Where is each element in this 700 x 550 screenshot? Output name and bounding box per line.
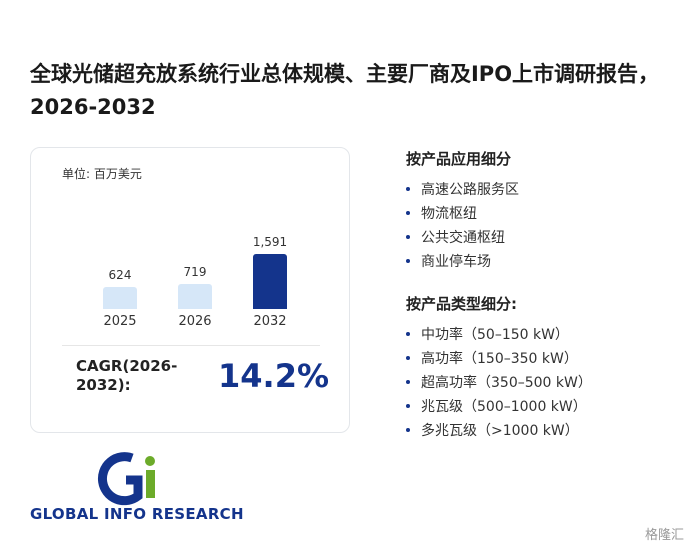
x-tick-label: 2026 <box>178 314 212 329</box>
x-tick-label: 2032 <box>253 314 287 329</box>
bullet <box>406 235 410 239</box>
corner-brand: 格隆汇 <box>645 528 685 543</box>
bullet <box>406 211 410 215</box>
bullet <box>406 332 410 336</box>
x-tick-label: 2025 <box>103 314 137 329</box>
chart-card <box>30 147 350 433</box>
segment-item: 超高功率（350–500 kW） <box>421 375 592 391</box>
cagr-label: CAGR(2026-2032): <box>76 357 178 394</box>
bar <box>253 254 287 309</box>
bullet <box>406 428 410 432</box>
cagr-value: 14.2% <box>218 357 330 395</box>
segment-item: 物流枢纽 <box>421 206 477 222</box>
segment-item: 兆瓦级（500–1000 kW） <box>421 399 587 415</box>
segment-item: 商业停车场 <box>421 254 491 270</box>
bullet <box>406 356 410 360</box>
logo-dot <box>145 456 155 466</box>
divider <box>62 345 320 346</box>
segment-item: 高速公路服务区 <box>421 182 519 198</box>
report-title: 全球光储超充放系统行业总体规模、主要厂商及IPO上市调研报告，2026-2032 <box>30 62 660 119</box>
value-label: 719 <box>183 265 207 280</box>
bar <box>178 284 212 309</box>
value-label: 1,591 <box>252 235 288 249</box>
value-label: 624 <box>108 268 132 283</box>
logo-g <box>97 452 143 506</box>
bullet <box>406 404 410 408</box>
unit-label: 单位: 百万美元 <box>62 167 142 181</box>
segment-heading: 按产品类型细分: <box>406 295 517 313</box>
bullet <box>406 187 410 191</box>
segment-item: 高功率（150–350 kW） <box>421 351 578 367</box>
logo-mark <box>97 452 155 506</box>
bullet <box>406 380 410 384</box>
segment-item: 多兆瓦级（>1000 kW） <box>421 423 579 439</box>
segment-item: 公共交通枢纽 <box>421 230 505 246</box>
segment-heading: 按产品应用细分 <box>406 150 512 168</box>
segment-item: 中功率（50–150 kW） <box>421 327 569 343</box>
logo-text: GLOBAL INFO RESEARCH <box>30 505 244 523</box>
bullet <box>406 259 410 263</box>
logo-i <box>146 470 155 498</box>
bar <box>103 287 137 309</box>
